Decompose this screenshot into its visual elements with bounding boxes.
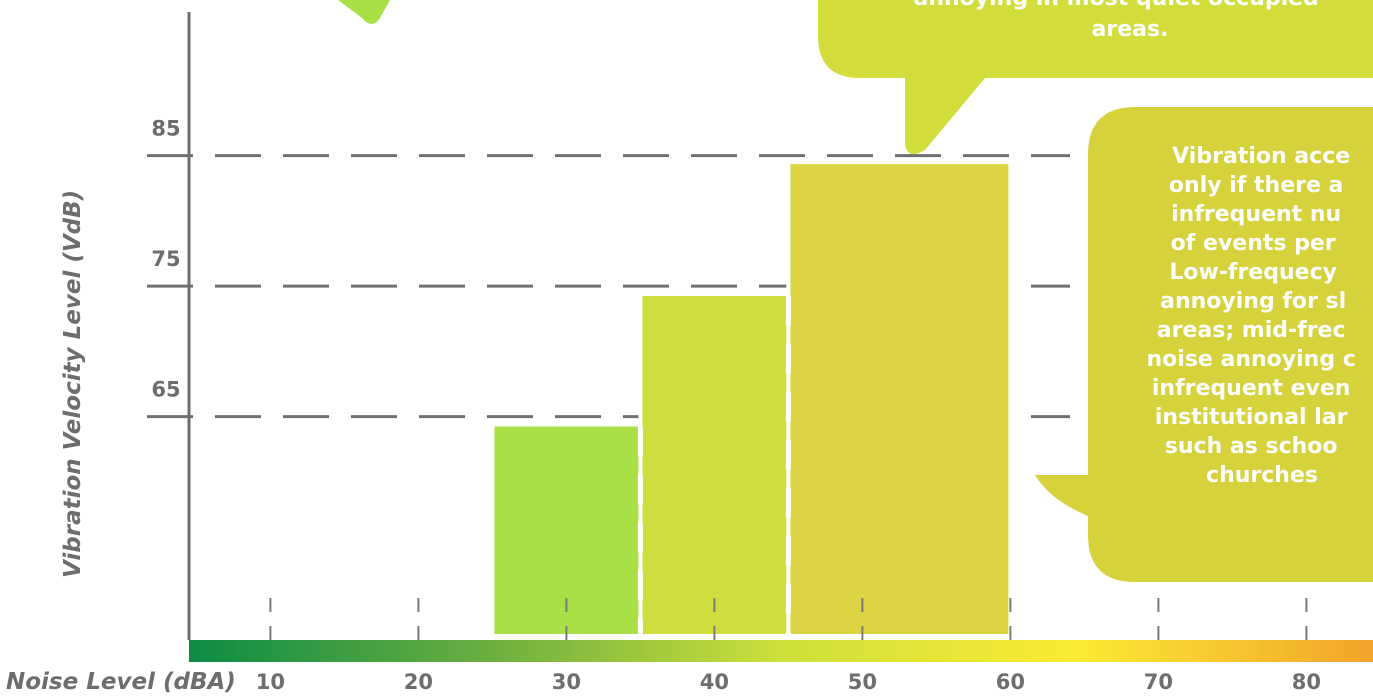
callout-top-line-2: areas. xyxy=(1092,17,1169,42)
callout-right-line-6: annoying for sl xyxy=(1160,289,1346,314)
callout-right: Vibration acce only if there a infrequen… xyxy=(1035,107,1373,582)
y-tick-labels: 65 75 85 xyxy=(151,117,180,402)
y-tick-label-75: 75 xyxy=(151,247,180,271)
callout-right-line-4: of events per xyxy=(1171,231,1336,256)
callout-right-line-11: such as schoo xyxy=(1165,434,1338,459)
callout-right-line-5: Low-frequecy xyxy=(1169,260,1337,285)
callout-right-line-10: institutional lar xyxy=(1155,405,1348,430)
x-tick-label-30: 30 xyxy=(552,670,581,694)
y-tick-label-65: 65 xyxy=(151,378,180,402)
callout-right-line-2: only if there a xyxy=(1169,173,1343,198)
x-tick-label-20: 20 xyxy=(404,670,433,694)
x-tick-marks xyxy=(269,598,1308,640)
callout-right-line-3: infrequent nu xyxy=(1171,202,1341,227)
bar-3 xyxy=(786,160,1013,638)
bar-dividers xyxy=(637,295,791,636)
y-axis-title: Vibration Velocity Level (VdB) xyxy=(60,190,86,578)
x-tick-label-70: 70 xyxy=(1144,670,1173,694)
x-tick-label-50: 50 xyxy=(848,670,877,694)
callout-right-line-7: areas; mid-frec xyxy=(1157,318,1346,343)
callout-right-line-1: Vibration acce xyxy=(1172,144,1350,169)
callout-right-line-9: infrequent even xyxy=(1152,376,1351,401)
x-tick-label-10: 10 xyxy=(256,670,285,694)
noise-gradient-bar xyxy=(189,640,1373,662)
y-tick-label-85: 85 xyxy=(151,117,180,141)
x-tick-labels: 10 20 30 40 50 60 70 80 xyxy=(256,670,1321,694)
x-tick-label-60: 60 xyxy=(996,670,1025,694)
callout-top-text: annoying in most quiet occupied areas. xyxy=(914,0,1327,42)
callout-right-line-8: noise annoying c xyxy=(1147,347,1356,372)
x-axis-title: Noise Level (dBA) xyxy=(6,669,236,695)
callout-top-line-1: annoying in most quiet occupied xyxy=(914,0,1319,11)
x-tick-label-40: 40 xyxy=(700,670,729,694)
x-tick-label-80: 80 xyxy=(1292,670,1321,694)
callout-right-text: Vibration acce only if there a infrequen… xyxy=(1147,144,1364,488)
callout-right-line-12: churches xyxy=(1206,463,1318,488)
callout-top-bubble xyxy=(818,0,1373,155)
bars xyxy=(490,160,1013,638)
callout-top: annoying in most quiet occupied areas. xyxy=(818,0,1373,155)
callout-tail-top-left xyxy=(338,0,390,24)
callout-right-bubble xyxy=(1035,107,1373,582)
